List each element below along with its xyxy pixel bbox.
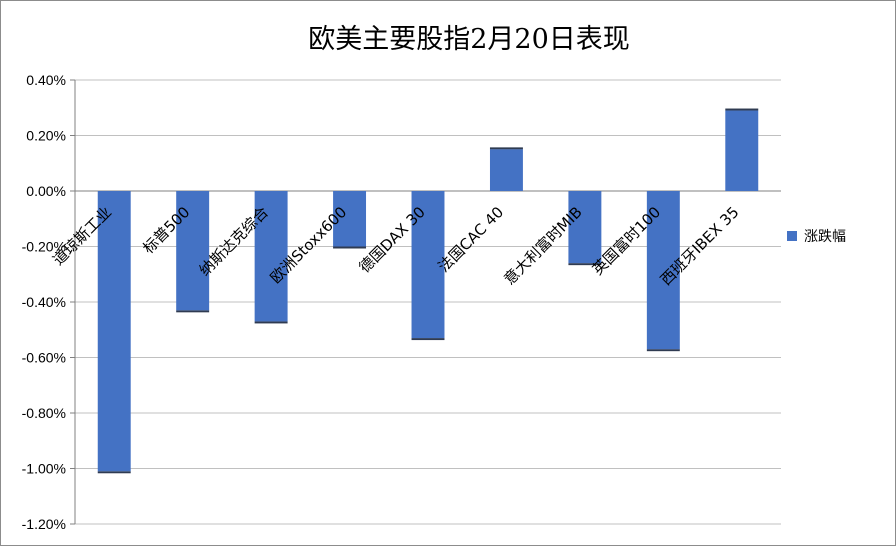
bar-edge [176, 310, 210, 313]
bar-edge [411, 338, 445, 341]
bar [489, 149, 523, 191]
x-category-label: 法国CAC 40 [435, 203, 508, 276]
bar [254, 191, 288, 322]
bar-edge [489, 147, 523, 150]
bar [725, 110, 759, 191]
legend-swatch [787, 231, 797, 241]
y-tick-label: -0.20% [22, 239, 66, 255]
bar [568, 191, 602, 264]
legend: 涨跌幅 [787, 229, 846, 245]
bar [333, 191, 367, 247]
y-tick-label: -1.20% [22, 516, 66, 532]
y-tick-label: 0.20% [26, 128, 66, 144]
y-tick-label: 0.40% [26, 72, 66, 88]
bar-edge [254, 321, 288, 324]
y-tick-label: -1.00% [22, 461, 66, 477]
bar-edge [646, 349, 680, 352]
bars [97, 108, 759, 474]
bar [97, 191, 131, 472]
axes: 0.40% 0.20% 0.00% -0.20% -0.40% -0.60% -0.80% -… [22, 72, 781, 532]
bar-edge [568, 263, 602, 266]
bar [411, 191, 445, 339]
bar [176, 191, 210, 311]
y-tick-label: -0.60% [22, 350, 66, 366]
y-tick-label: -0.80% [22, 405, 66, 421]
bar-edge [333, 246, 367, 249]
y-tick-label: -0.40% [22, 294, 66, 310]
y-tick-label: 0.00% [26, 183, 66, 199]
legend-label: 涨跌幅 [804, 229, 846, 245]
bar-edge [725, 108, 759, 111]
bar [646, 191, 680, 350]
bar-edge [97, 471, 131, 474]
chart-title: 欧美主要股指2月20日表现 [308, 24, 630, 55]
